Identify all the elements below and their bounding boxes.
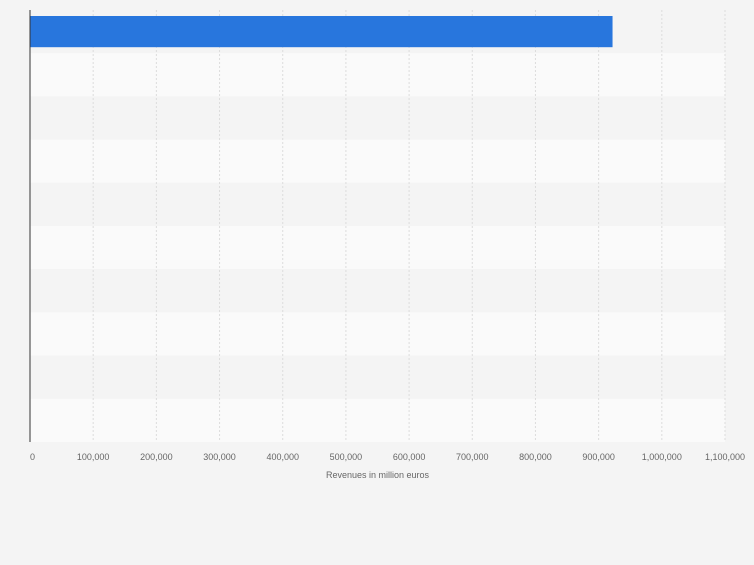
x-tick-label: 200,000	[140, 452, 173, 462]
bars	[30, 16, 613, 48]
row-band	[30, 398, 725, 442]
x-tick-label: 700,000	[456, 452, 489, 462]
x-axis-title: Revenues in million euros	[326, 470, 430, 480]
x-tick-label: 1,100,000	[705, 452, 745, 462]
row-band	[30, 269, 725, 313]
x-tick-labels: 0 100,000 200,000 300,000 400,000 500,000 600,…	[30, 452, 745, 462]
row-band	[30, 355, 725, 399]
row-band	[30, 53, 725, 97]
x-tick-label: 500,000	[330, 452, 363, 462]
x-tick-label: 900,000	[582, 452, 615, 462]
x-tick-label: 400,000	[266, 452, 299, 462]
x-tick-label: 300,000	[203, 452, 236, 462]
row-bands	[30, 10, 725, 442]
row-band	[30, 182, 725, 226]
x-tick-label: 100,000	[77, 452, 110, 462]
row-band	[30, 96, 725, 140]
x-tick-label: 1,000,000	[642, 452, 682, 462]
row-band	[30, 312, 725, 356]
bar	[30, 16, 613, 48]
x-tick-label: 0	[30, 452, 35, 462]
gridlines	[92, 10, 726, 442]
row-band	[30, 226, 725, 270]
row-band	[30, 139, 725, 183]
x-tick-label: 600,000	[393, 452, 426, 462]
x-tick-label: 800,000	[519, 452, 552, 462]
